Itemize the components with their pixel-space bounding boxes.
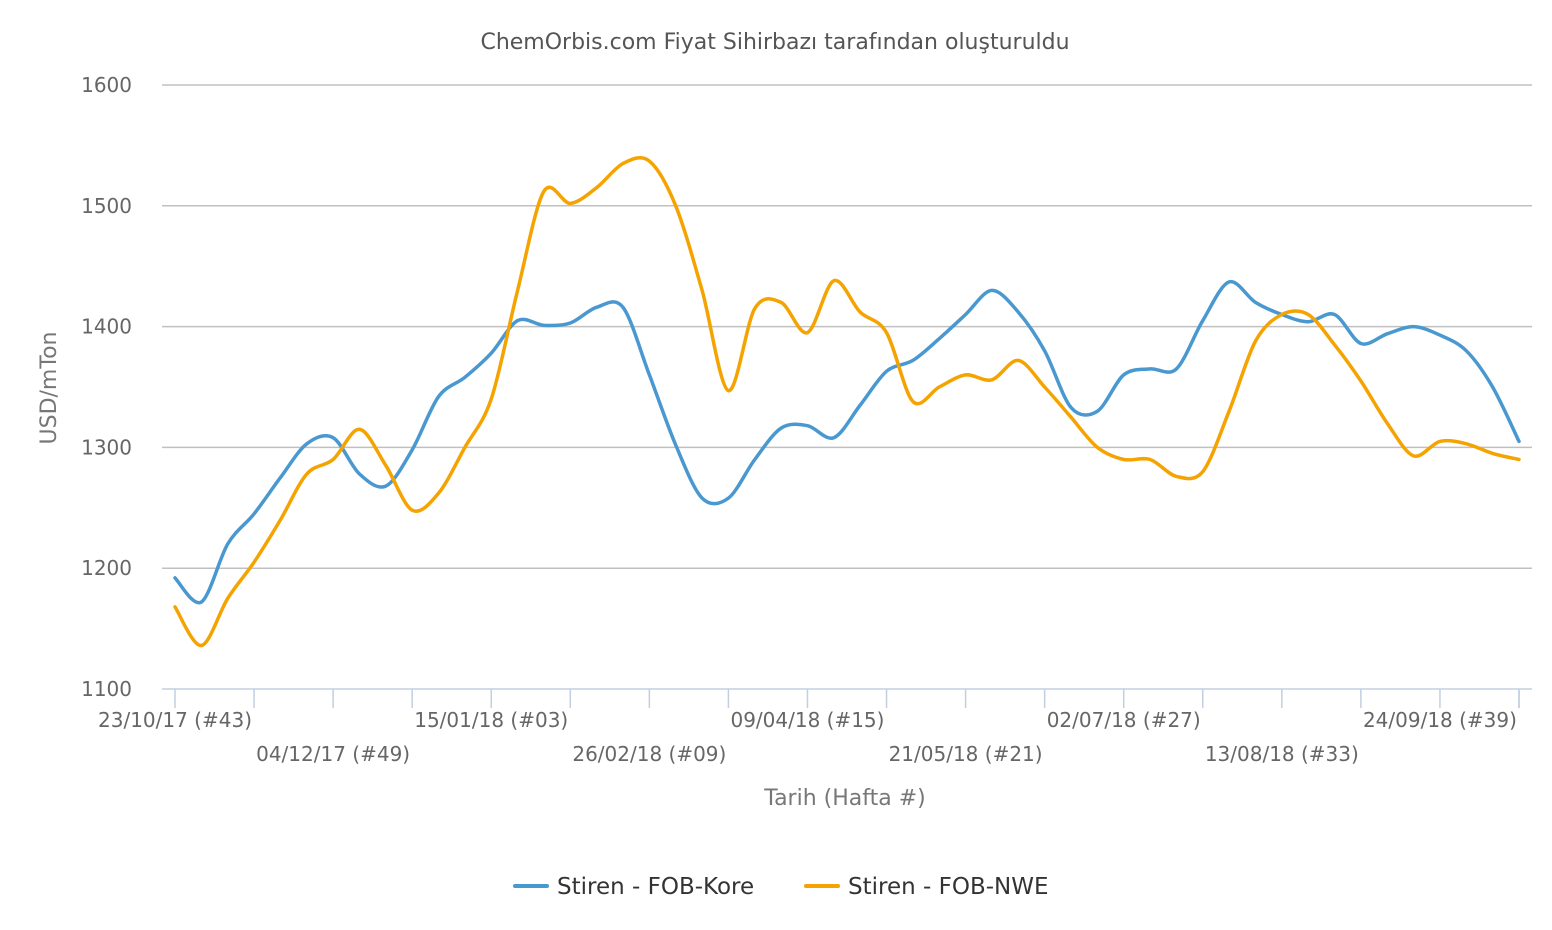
y-tick-label: 1200 [81,556,132,580]
y-tick-label: 1100 [81,677,132,701]
y-axis-title: USD/mTon [37,332,62,445]
legend-label: Stiren - FOB-NWE [848,874,1049,900]
y-tick-label: 1500 [81,194,132,218]
x-tick-label: 04/12/17 (#49) [256,742,410,766]
x-tick-label: 13/08/18 (#33) [1205,742,1359,766]
x-tick-label: 02/07/18 (#27) [1047,708,1201,732]
x-tick-label: 24/09/18 (#39) [1363,708,1517,732]
x-tick-label: 21/05/18 (#21) [889,742,1043,766]
x-tick-label: 23/10/17 (#43) [98,708,252,732]
x-tick-label: 26/02/18 (#09) [572,742,726,766]
gridlines [162,84,1532,569]
x-tick-label: 15/01/18 (#03) [414,708,568,732]
y-axis-ticks: 1100 1200 1300 1400 1500 1600 [81,73,132,701]
y-tick-label: 1400 [81,315,132,339]
legend[interactable]: Stiren - FOB-Kore Stiren - FOB-NWE [513,874,1049,900]
x-axis-ticks: 23/10/17 (#43)04/12/17 (#49)15/01/18 (#0… [98,689,1520,766]
legend-item-fob-kore[interactable]: Stiren - FOB-Kore [513,874,754,900]
series-lines [173,156,1521,648]
series-line-fob-nwe[interactable] [173,156,1521,648]
chart-title: ChemOrbis.com Fiyat Sihirbazı tarafından… [480,30,1069,55]
x-axis-title: Tarih (Hafta #) [763,786,925,811]
y-tick-label: 1600 [81,73,132,97]
series-line-fob-kore[interactable] [173,279,1521,605]
legend-label: Stiren - FOB-Kore [557,874,754,900]
legend-item-fob-nwe[interactable]: Stiren - FOB-NWE [804,874,1049,900]
x-tick-label: 09/04/18 (#15) [730,708,884,732]
y-tick-label: 1300 [81,435,132,459]
